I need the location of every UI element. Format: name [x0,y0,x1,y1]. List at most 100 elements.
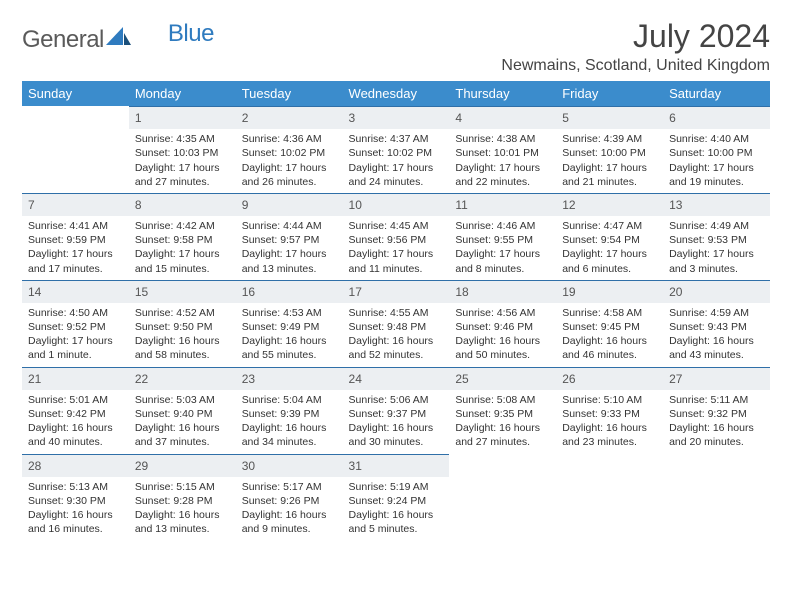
day-number: 9 [236,193,343,216]
day-line: and 46 minutes. [562,348,657,362]
title-block: July 2024 Newmains, Scotland, United Kin… [501,18,770,75]
day-line: Sunset: 10:00 PM [669,146,764,160]
day-body: Sunrise: 5:10 AMSunset: 9:33 PMDaylight:… [556,390,663,454]
day-number: 25 [449,367,556,390]
day-number: 29 [129,454,236,477]
day-line: Sunset: 9:37 PM [349,407,444,421]
calendar-week-row: 14Sunrise: 4:50 AMSunset: 9:52 PMDayligh… [22,280,770,367]
day-line: Sunset: 10:00 PM [562,146,657,160]
day-line: Sunset: 9:45 PM [562,320,657,334]
day-body: Sunrise: 5:17 AMSunset: 9:26 PMDaylight:… [236,477,343,541]
day-line: and 8 minutes. [455,262,550,276]
day-line: Sunset: 9:54 PM [562,233,657,247]
day-line: Sunrise: 5:13 AM [28,480,123,494]
calendar-day-cell: 12Sunrise: 4:47 AMSunset: 9:54 PMDayligh… [556,193,663,280]
day-number: 11 [449,193,556,216]
day-line: and 11 minutes. [349,262,444,276]
day-line: Sunrise: 4:46 AM [455,219,550,233]
day-line: Sunset: 10:02 PM [349,146,444,160]
day-number: 13 [663,193,770,216]
day-body: Sunrise: 4:45 AMSunset: 9:56 PMDaylight:… [343,216,450,280]
day-body: Sunrise: 5:13 AMSunset: 9:30 PMDaylight:… [22,477,129,541]
day-line: Sunset: 9:33 PM [562,407,657,421]
day-line: Daylight: 16 hours [242,334,337,348]
calendar-week-row: 21Sunrise: 5:01 AMSunset: 9:42 PMDayligh… [22,367,770,454]
day-number: 17 [343,280,450,303]
day-line: Daylight: 17 hours [669,161,764,175]
calendar-day-cell: 19Sunrise: 4:58 AMSunset: 9:45 PMDayligh… [556,280,663,367]
day-line: and 26 minutes. [242,175,337,189]
calendar-day-cell: 28Sunrise: 5:13 AMSunset: 9:30 PMDayligh… [22,454,129,541]
day-number: 3 [343,106,450,129]
day-line: and 58 minutes. [135,348,230,362]
day-line: Daylight: 17 hours [242,161,337,175]
day-line: Sunrise: 4:50 AM [28,306,123,320]
day-line: and 15 minutes. [135,262,230,276]
day-body: Sunrise: 5:04 AMSunset: 9:39 PMDaylight:… [236,390,343,454]
calendar-week-row: 28Sunrise: 5:13 AMSunset: 9:30 PMDayligh… [22,454,770,541]
day-line: and 52 minutes. [349,348,444,362]
day-line: and 50 minutes. [455,348,550,362]
day-line: Daylight: 17 hours [135,161,230,175]
day-line: Daylight: 16 hours [135,334,230,348]
day-line: and 3 minutes. [669,262,764,276]
day-number: 19 [556,280,663,303]
day-body: Sunrise: 4:55 AMSunset: 9:48 PMDaylight:… [343,303,450,367]
day-body: Sunrise: 5:11 AMSunset: 9:32 PMDaylight:… [663,390,770,454]
day-body: Sunrise: 5:08 AMSunset: 9:35 PMDaylight:… [449,390,556,454]
day-line: Sunrise: 5:04 AM [242,393,337,407]
day-line: Sunset: 9:56 PM [349,233,444,247]
day-line: Sunrise: 5:19 AM [349,480,444,494]
day-line: and 24 minutes. [349,175,444,189]
calendar-week-row: 7Sunrise: 4:41 AMSunset: 9:59 PMDaylight… [22,193,770,280]
weekday-header: Tuesday [236,81,343,106]
day-line: Sunset: 9:46 PM [455,320,550,334]
calendar-day-cell: 6Sunrise: 4:40 AMSunset: 10:00 PMDayligh… [663,106,770,193]
day-body: Sunrise: 4:52 AMSunset: 9:50 PMDaylight:… [129,303,236,367]
day-line: Sunrise: 4:49 AM [669,219,764,233]
day-number: 23 [236,367,343,390]
day-line: Sunset: 10:01 PM [455,146,550,160]
day-line: and 13 minutes. [135,522,230,536]
calendar-day-cell [556,454,663,541]
day-line: Daylight: 17 hours [562,161,657,175]
day-line: Daylight: 17 hours [28,334,123,348]
day-line: Daylight: 16 hours [28,508,123,522]
day-line: Sunset: 9:42 PM [28,407,123,421]
day-body: Sunrise: 4:50 AMSunset: 9:52 PMDaylight:… [22,303,129,367]
day-body: Sunrise: 4:35 AMSunset: 10:03 PMDaylight… [129,129,236,193]
header: General Blue July 2024 Newmains, Scotlan… [22,18,770,75]
day-line: Sunrise: 4:52 AM [135,306,230,320]
day-line: Sunset: 9:32 PM [669,407,764,421]
day-body: Sunrise: 4:38 AMSunset: 10:01 PMDaylight… [449,129,556,193]
calendar-day-cell: 5Sunrise: 4:39 AMSunset: 10:00 PMDayligh… [556,106,663,193]
day-line: and 27 minutes. [455,435,550,449]
calendar-week-row: 1Sunrise: 4:35 AMSunset: 10:03 PMDayligh… [22,106,770,193]
calendar-day-cell: 24Sunrise: 5:06 AMSunset: 9:37 PMDayligh… [343,367,450,454]
day-line: and 27 minutes. [135,175,230,189]
weekday-header: Thursday [449,81,556,106]
day-line: and 23 minutes. [562,435,657,449]
logo-sail-icon [106,27,132,54]
day-line: Sunrise: 4:44 AM [242,219,337,233]
day-line: Daylight: 16 hours [349,334,444,348]
calendar-day-cell: 2Sunrise: 4:36 AMSunset: 10:02 PMDayligh… [236,106,343,193]
day-body: Sunrise: 4:47 AMSunset: 9:54 PMDaylight:… [556,216,663,280]
logo-text-gray: General [22,26,104,54]
day-line: Sunrise: 4:35 AM [135,132,230,146]
day-line: Daylight: 16 hours [562,334,657,348]
calendar-day-cell: 7Sunrise: 4:41 AMSunset: 9:59 PMDaylight… [22,193,129,280]
day-line: Sunrise: 5:01 AM [28,393,123,407]
day-line: Sunrise: 4:38 AM [455,132,550,146]
calendar-day-cell: 31Sunrise: 5:19 AMSunset: 9:24 PMDayligh… [343,454,450,541]
calendar-day-cell [663,454,770,541]
day-line: Sunrise: 4:39 AM [562,132,657,146]
day-line: Daylight: 16 hours [135,421,230,435]
day-body: Sunrise: 4:53 AMSunset: 9:49 PMDaylight:… [236,303,343,367]
day-line: Sunrise: 4:59 AM [669,306,764,320]
day-number: 14 [22,280,129,303]
day-number: 31 [343,454,450,477]
day-line: and 5 minutes. [349,522,444,536]
day-line: Sunset: 9:39 PM [242,407,337,421]
day-line: Sunrise: 5:17 AM [242,480,337,494]
